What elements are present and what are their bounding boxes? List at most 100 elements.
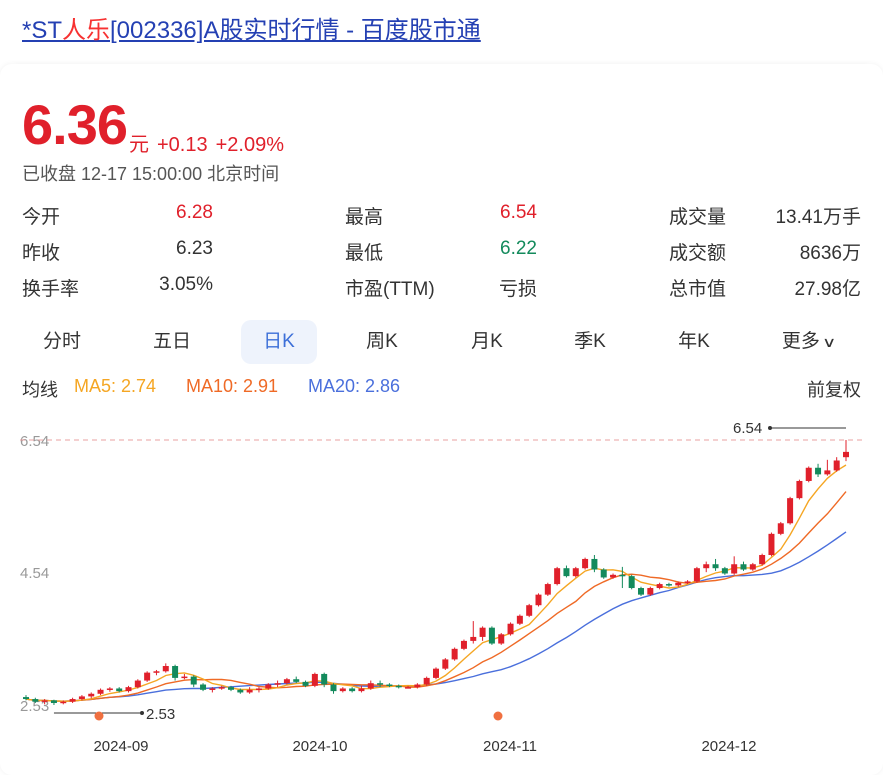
candle-body (302, 681, 309, 686)
stat-label-low: 最低 (345, 243, 384, 264)
candle-body (442, 659, 449, 669)
candle-body (162, 666, 169, 672)
candlestick-chart: 6.54 4.54 2.53 6.54 2.53 2024-09 2024-10 2024-1… (20, 420, 862, 755)
tab-monthly-k[interactable]: 月K (471, 331, 503, 352)
chevron-down-icon: ∨ (821, 334, 837, 350)
candle-body (488, 627, 495, 644)
price-change-pct: +2.09% (215, 134, 284, 156)
candle-body (460, 640, 467, 649)
tab-quarterly-k[interactable]: 季K (574, 331, 606, 352)
candle-body (50, 700, 57, 704)
candle-body (209, 688, 216, 690)
candle-body (69, 699, 76, 702)
candle-body (787, 498, 794, 524)
current-price: 6.36 (22, 93, 128, 156)
stat-value-prev-close: 6.23 (176, 238, 213, 259)
ma10-value: MA10: 2.91 (186, 376, 279, 396)
title-highlight: 人乐 (62, 17, 111, 44)
candle-body (349, 688, 356, 692)
adjust-toggle[interactable]: 前复权 (807, 380, 861, 400)
stat-label-prev-close: 昨收 (22, 243, 61, 264)
candle-body (721, 568, 728, 574)
candle-body (172, 666, 179, 678)
ma5-line (25, 464, 847, 702)
y-tick-label: 2.53 (20, 698, 49, 715)
candle-body (451, 648, 458, 660)
x-tick-label: 2024-10 (292, 738, 347, 755)
candle-body (330, 684, 337, 692)
candle-body (647, 588, 654, 595)
candle-body (824, 470, 831, 475)
tab-more[interactable]: 更多 ∨ (770, 320, 846, 364)
stat-label-turnover: 成交额 (669, 243, 727, 264)
candle-body (97, 689, 104, 694)
tab-weekly-k[interactable]: 周K (366, 331, 398, 352)
candle-body (516, 615, 523, 624)
candle-body (563, 568, 570, 577)
candle-body (554, 568, 561, 585)
candle-body (479, 627, 486, 637)
candle-body (600, 569, 607, 578)
low-marker-dot (140, 711, 144, 715)
candle-body (255, 688, 262, 690)
page-title[interactable]: *ST人乐[002336]A股实时行情 - 百度股市通 (22, 10, 481, 45)
stat-value-volume: 13.41万手 (775, 207, 861, 228)
candle-body (638, 588, 644, 595)
candle-body (507, 623, 514, 635)
candle-body (144, 672, 151, 681)
tab-intraday[interactable]: 分时 (42, 331, 81, 352)
candle-body (358, 688, 365, 692)
stat-value-market-cap: 27.98亿 (794, 279, 861, 300)
stat-value-turnover: 8636万 (799, 243, 861, 264)
candle-body (200, 684, 207, 690)
stat-label-open: 今开 (22, 207, 61, 228)
tab-daily-k[interactable]: 日K (241, 320, 317, 364)
ma-label: 均线 (22, 380, 58, 400)
candle-body (693, 568, 700, 582)
y-tick-label: 4.54 (20, 565, 49, 582)
candle-body (125, 687, 132, 692)
stat-value-low: 6.22 (500, 238, 537, 259)
candle-body (311, 673, 318, 686)
high-marker-dot (768, 426, 772, 430)
candle-body (833, 460, 840, 471)
candle-body (535, 594, 542, 606)
candle-body (731, 564, 738, 574)
tab-yearly-k[interactable]: 年K (678, 331, 710, 352)
candle-body (181, 676, 188, 679)
event-dot (94, 711, 104, 721)
candle-body (321, 673, 328, 685)
stat-value-pe: 亏损 (498, 279, 537, 300)
stat-label-pe: 市盈(TTM) (345, 279, 435, 300)
stat-value-open: 6.28 (176, 202, 213, 223)
candle-body (23, 697, 29, 700)
candle-body (591, 558, 598, 570)
x-tick-label: 2024-12 (701, 738, 756, 755)
candle-body (805, 467, 812, 481)
candle-body (665, 584, 672, 586)
quote-card (0, 64, 883, 775)
candle-body (283, 679, 290, 684)
candle-body (274, 683, 281, 685)
candle-body (433, 668, 439, 678)
stat-label-market-cap: 总市值 (669, 279, 727, 300)
candle-body (526, 605, 533, 616)
stat-label-high: 最高 (345, 207, 384, 228)
candle-body (470, 636, 477, 641)
candle-body (116, 688, 123, 692)
candle-body (106, 688, 113, 690)
tab-five-day[interactable]: 五日 (152, 331, 191, 352)
high-marker-label: 6.54 (733, 420, 762, 437)
stat-label-volume: 成交量 (669, 207, 727, 228)
price-row: 6.36 元 +0.13 +2.09% (22, 92, 284, 156)
candle-body (237, 689, 244, 693)
tab-more-label: 更多 (781, 331, 820, 352)
candle-body (78, 696, 85, 700)
low-marker-label: 2.53 (146, 706, 175, 723)
candle-body (749, 564, 756, 570)
candle-body (134, 680, 141, 688)
x-tick-label: 2024-11 (483, 738, 537, 755)
candle-body (41, 700, 48, 702)
candle-body (815, 467, 822, 475)
candle-body (153, 671, 160, 673)
